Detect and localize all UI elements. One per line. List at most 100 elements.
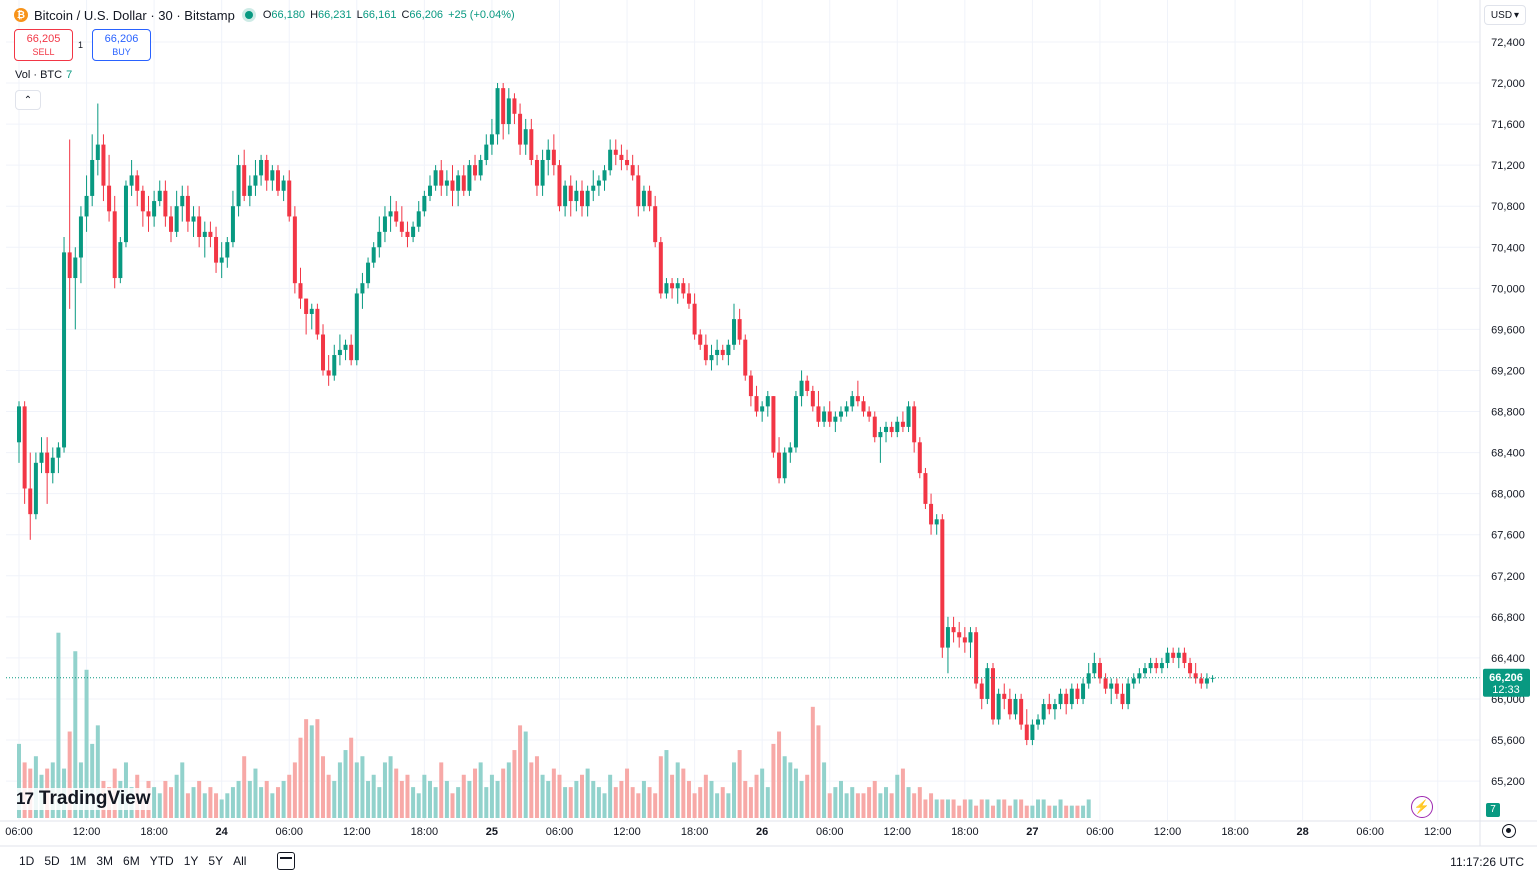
time-tick-label: 12:00 [73, 826, 101, 838]
candle-body [264, 159, 269, 181]
candle-body [1154, 663, 1159, 669]
volume-bar [810, 706, 815, 818]
volume-bar [1030, 805, 1035, 818]
candle-body [1092, 663, 1097, 674]
candle-body [1188, 663, 1193, 674]
time-tick-label: 06:00 [546, 826, 574, 838]
candle-body [917, 442, 922, 474]
range-button-6m[interactable]: 6M [123, 854, 140, 868]
candle-body [1165, 652, 1170, 664]
volume-indicator-legend[interactable]: Vol · BTC 7 [15, 69, 72, 81]
candle-body [78, 216, 83, 258]
symbol-title[interactable]: Bitcoin / U.S. Dollar · 30 · Bitstamp [34, 7, 235, 23]
range-button-1m[interactable]: 1M [69, 854, 87, 868]
volume-bar [878, 793, 883, 818]
lightning-icon[interactable]: ⚡ [1411, 796, 1433, 818]
candle-body [371, 247, 376, 263]
candle-body [540, 159, 545, 186]
candle-body [461, 175, 466, 191]
candle-body [202, 231, 207, 237]
range-button-all[interactable]: All [233, 854, 247, 868]
volume-bar [506, 762, 511, 818]
volume-bar [1075, 805, 1080, 818]
settings-gear-icon[interactable] [1502, 824, 1516, 838]
volume-bar [197, 780, 202, 818]
candle-body [236, 165, 241, 207]
range-button-3m[interactable]: 3M [96, 854, 114, 868]
range-button-5d[interactable]: 5D [44, 854, 60, 868]
volume-bar [366, 780, 371, 818]
volume-bar [771, 743, 776, 818]
price-tick-label: 65,200 [1491, 776, 1525, 788]
candle-body [810, 390, 815, 407]
volume-bar [951, 799, 956, 818]
candle-body [625, 159, 630, 166]
bottom-toolbar: 1D 5D 1M 3M 6M YTD 1Y 5Y All [0, 847, 1537, 875]
candle-body [478, 159, 483, 176]
time-axis[interactable]: 06:00 12:00 18:00 24 06:00 12:00 18:00 25 06:00 1… [0, 820, 1537, 847]
volume-bar [56, 632, 61, 818]
candle-body [332, 355, 337, 376]
volume-bar [225, 793, 230, 818]
candle-body [765, 396, 770, 407]
price-axis[interactable]: 72,400 72,000 71,600 71,200 70,800 70,400 70,0… [1479, 0, 1530, 846]
candle-body [630, 165, 635, 176]
candle-body [1069, 688, 1074, 705]
candle-body [889, 426, 894, 433]
volume-bar [917, 787, 922, 818]
time-tick-label: 12:00 [884, 826, 912, 838]
candle-body [850, 396, 855, 407]
candle-body [174, 206, 179, 232]
candle-body [337, 349, 342, 356]
change-value: +25 (+0.04%) [448, 9, 515, 21]
volume-bar [478, 762, 483, 818]
open-value: 66,180 [271, 9, 306, 21]
range-button-1y[interactable]: 1Y [183, 854, 199, 868]
candle-body [388, 211, 393, 217]
volume-bar [962, 799, 967, 818]
candle-body [185, 195, 190, 222]
candle-body [1204, 678, 1209, 684]
candle-body [951, 627, 956, 633]
candle-body [253, 175, 258, 186]
buy-button[interactable]: 66,206 BUY [92, 29, 151, 61]
candle-body [1013, 698, 1018, 715]
volume-bar [827, 793, 832, 818]
collapse-legend-button[interactable]: ⌃ [15, 90, 41, 110]
candle-body [1041, 704, 1046, 720]
sell-button[interactable]: 66,205 SELL [14, 29, 73, 61]
price-tick-label: 71,600 [1491, 119, 1525, 131]
candle-body [17, 406, 21, 443]
range-button-5y[interactable]: 5Y [208, 854, 224, 868]
volume-bar [411, 787, 416, 818]
candle-body [489, 134, 494, 145]
price-tick-label: 69,200 [1491, 365, 1525, 377]
volume-bar [163, 780, 168, 818]
tradingview-logo[interactable]: 17 TradingView [16, 788, 151, 810]
candle-body [467, 165, 472, 191]
volume-bar [838, 780, 843, 818]
candle-body [366, 262, 371, 284]
candle-body [619, 154, 624, 160]
candle-body [777, 452, 782, 479]
volume-bar [945, 799, 950, 818]
volume-bar [1024, 805, 1029, 818]
candle-body [247, 185, 252, 196]
volume-bar [732, 762, 737, 818]
price-tick-label: 65,600 [1491, 735, 1525, 747]
range-button-ytd[interactable]: YTD [149, 854, 174, 868]
candle-body [1182, 652, 1187, 664]
time-tick-label: 06:00 [1356, 826, 1384, 838]
volume-bar [574, 780, 579, 818]
currency-selector[interactable]: USD ▾ [1484, 5, 1526, 25]
candle-body [439, 170, 444, 186]
candle-body [647, 190, 652, 207]
range-button-1d[interactable]: 1D [19, 854, 35, 868]
candle-body [146, 211, 151, 217]
calendar-icon[interactable] [277, 852, 296, 870]
candle-body [197, 216, 202, 237]
candle-body [799, 380, 804, 397]
utc-clock[interactable]: 11:17:26 UTC [1450, 855, 1524, 869]
volume-bar [523, 731, 528, 818]
